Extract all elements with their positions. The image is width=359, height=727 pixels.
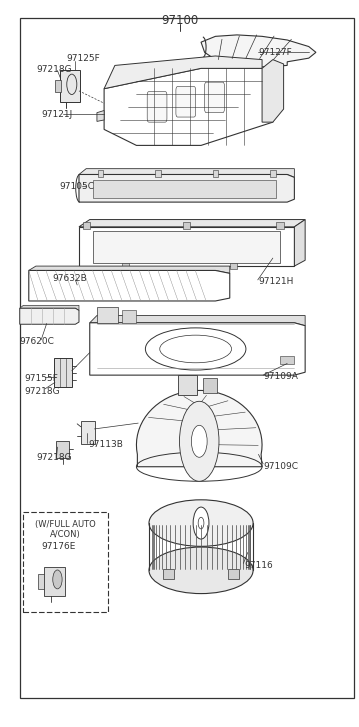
Bar bbox=[203, 378, 217, 393]
Circle shape bbox=[180, 401, 219, 481]
Bar bbox=[230, 263, 237, 269]
Text: 97125F: 97125F bbox=[66, 54, 100, 63]
FancyBboxPatch shape bbox=[205, 82, 224, 113]
Bar bbox=[97, 307, 118, 323]
Ellipse shape bbox=[149, 547, 253, 593]
Text: 97155F: 97155F bbox=[24, 374, 58, 382]
FancyBboxPatch shape bbox=[176, 87, 196, 117]
Text: 97620C: 97620C bbox=[20, 337, 55, 346]
Text: 97176E: 97176E bbox=[41, 542, 76, 551]
Bar bbox=[178, 375, 197, 395]
Polygon shape bbox=[262, 60, 284, 122]
Polygon shape bbox=[280, 356, 294, 364]
Bar bbox=[55, 80, 61, 92]
Polygon shape bbox=[20, 308, 79, 324]
Text: 97632B: 97632B bbox=[52, 274, 87, 283]
Bar bbox=[163, 569, 174, 579]
Text: (W/FULL AUTO: (W/FULL AUTO bbox=[35, 521, 96, 529]
Polygon shape bbox=[294, 220, 305, 266]
Polygon shape bbox=[90, 316, 305, 326]
Bar bbox=[213, 170, 218, 177]
Bar bbox=[56, 441, 69, 458]
Polygon shape bbox=[90, 323, 305, 375]
Polygon shape bbox=[93, 231, 280, 263]
Polygon shape bbox=[79, 220, 305, 227]
Circle shape bbox=[53, 570, 62, 589]
Polygon shape bbox=[20, 305, 79, 310]
Polygon shape bbox=[136, 390, 262, 467]
Text: 97109A: 97109A bbox=[264, 372, 299, 381]
Polygon shape bbox=[97, 111, 104, 121]
Text: 97113B: 97113B bbox=[88, 441, 123, 449]
Bar bbox=[122, 263, 129, 269]
FancyBboxPatch shape bbox=[147, 92, 167, 122]
Bar bbox=[81, 421, 95, 444]
Bar bbox=[228, 569, 239, 579]
Bar bbox=[44, 567, 65, 596]
Text: A/CON): A/CON) bbox=[50, 530, 81, 539]
Polygon shape bbox=[29, 266, 230, 273]
Bar bbox=[93, 180, 276, 198]
Text: 97109C: 97109C bbox=[264, 462, 299, 471]
Text: 97100: 97100 bbox=[161, 14, 198, 27]
Text: 97121J: 97121J bbox=[41, 110, 73, 119]
Bar bbox=[54, 358, 72, 387]
Bar bbox=[38, 574, 44, 589]
Bar bbox=[83, 222, 90, 229]
Bar bbox=[23, 512, 108, 612]
Bar bbox=[122, 310, 136, 323]
Text: 97116: 97116 bbox=[244, 561, 273, 570]
Bar bbox=[60, 70, 80, 102]
Polygon shape bbox=[79, 174, 294, 202]
Circle shape bbox=[191, 425, 207, 457]
Polygon shape bbox=[104, 56, 262, 89]
Text: 97218G: 97218G bbox=[36, 65, 71, 73]
Polygon shape bbox=[201, 35, 316, 67]
Bar bbox=[270, 170, 276, 177]
Text: 97121H: 97121H bbox=[258, 277, 294, 286]
Bar bbox=[155, 170, 161, 177]
Polygon shape bbox=[79, 227, 294, 266]
Text: 97105C: 97105C bbox=[59, 182, 94, 190]
Text: 97127F: 97127F bbox=[258, 48, 292, 57]
Polygon shape bbox=[79, 169, 294, 177]
Ellipse shape bbox=[149, 500, 253, 547]
Polygon shape bbox=[104, 68, 273, 145]
Text: 97218G: 97218G bbox=[36, 453, 71, 462]
Circle shape bbox=[193, 507, 209, 539]
Polygon shape bbox=[29, 270, 230, 301]
Bar bbox=[98, 170, 103, 177]
Text: 97218G: 97218G bbox=[24, 387, 60, 395]
Bar bbox=[276, 222, 284, 229]
Bar bbox=[183, 222, 190, 229]
